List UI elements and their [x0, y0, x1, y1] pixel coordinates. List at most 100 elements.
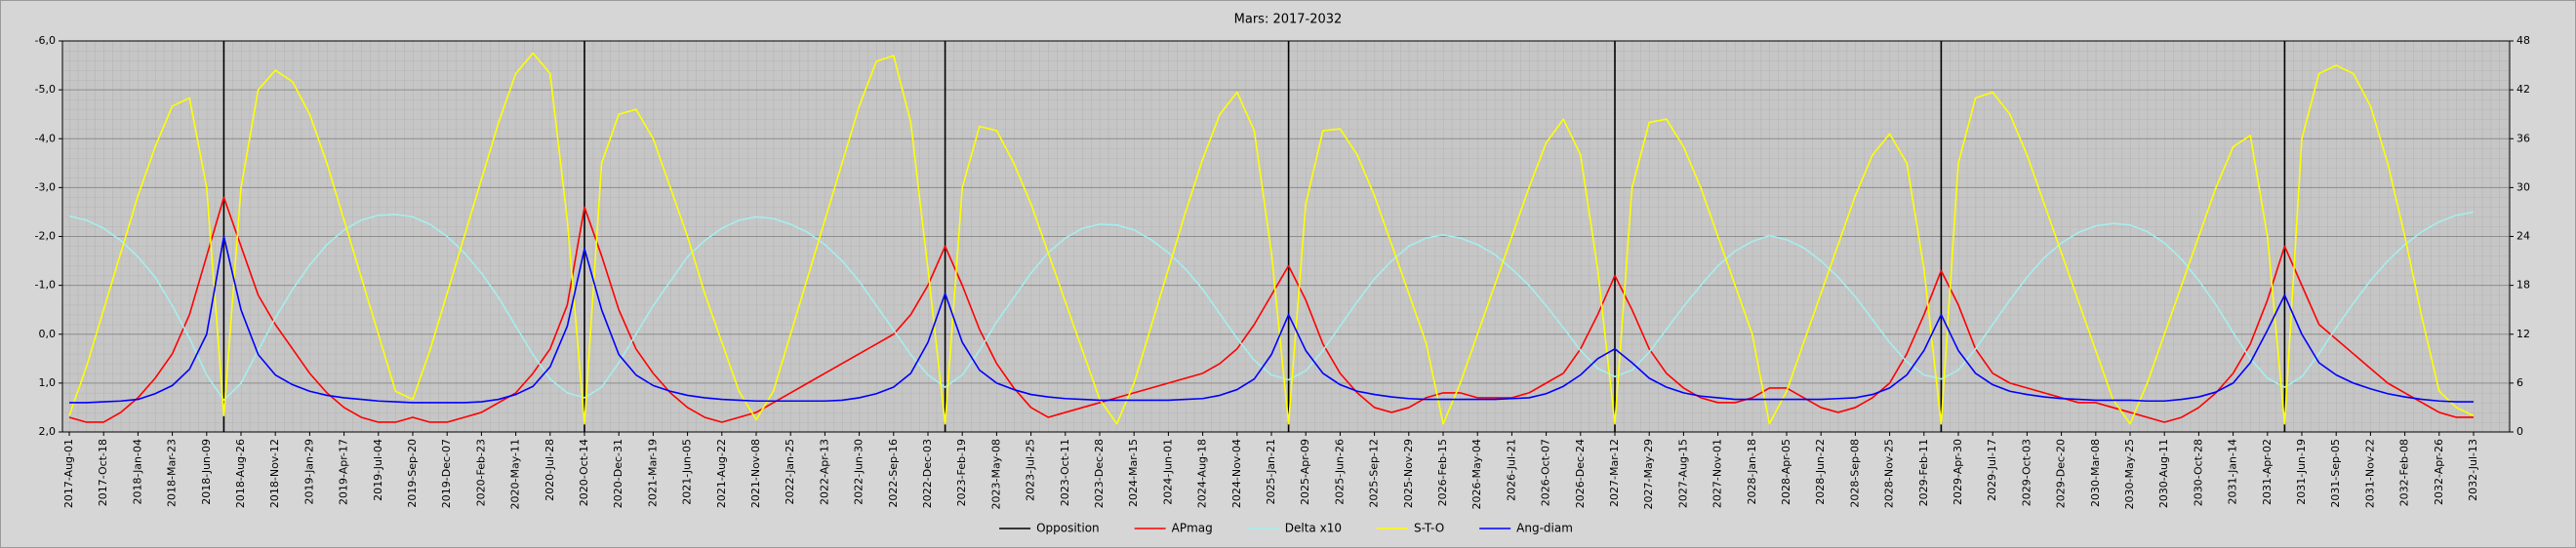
x-tick-label: 2017-Oct-18 — [97, 439, 109, 506]
x-tick-label: 2025-Jan-21 — [1265, 439, 1277, 505]
x-tick-label: 2027-May-29 — [1642, 439, 1655, 509]
x-tick-label: 2026-Dec-24 — [1574, 439, 1587, 508]
x-tick-label: 2018-Aug-26 — [234, 439, 247, 508]
y-tick-label: -6,0 — [35, 34, 56, 47]
x-tick-label: 2018-Jan-04 — [131, 439, 143, 505]
x-tick-label: 2030-May-25 — [2123, 439, 2136, 509]
x-tick-label: 2028-Sep-08 — [1848, 439, 1861, 508]
x-tick-label: 2028-Jan-18 — [1746, 439, 1758, 505]
series-line — [68, 211, 2475, 402]
x-tick-label: 2032-Apr-26 — [2433, 439, 2445, 505]
x-tick-label: 2030-Mar-08 — [2089, 439, 2102, 507]
x-tick-label: 2018-Jun-09 — [200, 439, 213, 505]
y-tick-label: 1,0 — [39, 376, 57, 389]
x-tick-label: 2028-Jun-22 — [1814, 439, 1827, 505]
x-tick-label: 2022-Jun-30 — [853, 439, 865, 505]
legend-label: Ang-diam — [1516, 522, 1573, 535]
x-tick-label: 2023-Dec-28 — [1093, 439, 1106, 508]
x-tick-label: 2023-Feb-19 — [955, 439, 968, 506]
x-tick-label: 2024-Jun-01 — [1161, 439, 1174, 505]
x-tick-label: 2019-Jan-29 — [302, 439, 315, 505]
x-tick-label: 2024-Mar-15 — [1127, 439, 1140, 507]
legend: Opposition APmag Delta x10 S-T-O Ang-diam — [999, 522, 1573, 535]
series-line — [68, 196, 2474, 423]
plot-frame — [61, 40, 2511, 433]
x-tick-label: 2020-Oct-14 — [578, 439, 590, 506]
x-tick-label: 2020-Jul-28 — [543, 439, 556, 501]
x-tick-label: 2024-Nov-04 — [1230, 439, 1243, 508]
x-tick-label: 2026-Feb-15 — [1436, 439, 1449, 506]
y-tick-label: -1,0 — [35, 279, 56, 292]
x-tick-label: 2028-Nov-25 — [1883, 439, 1896, 508]
legend-label: Opposition — [1036, 522, 1100, 535]
x-tick-label: 2031-Nov-22 — [2363, 439, 2376, 508]
x-tick-label: 2025-Apr-09 — [1299, 439, 1311, 505]
legend-label: Delta x10 — [1285, 522, 1342, 535]
y2-tick-label: 12 — [2516, 328, 2530, 340]
x-tick-label: 2032-Jul-13 — [2467, 439, 2479, 501]
x-tick-label: 2021-Jun-05 — [681, 439, 694, 505]
x-tick-label: 2028-Apr-05 — [1780, 439, 1792, 505]
x-tick-label: 2021-Mar-19 — [646, 439, 659, 507]
x-tick-label: 2030-Aug-11 — [2157, 439, 2170, 508]
x-tick-label: 2020-Dec-31 — [612, 439, 624, 508]
y2-tick-label: 48 — [2516, 34, 2530, 47]
x-tick-label: 2024-Aug-18 — [1196, 439, 1209, 508]
x-tick-label: 2019-Jul-04 — [372, 439, 384, 501]
x-tick-label: 2029-Oct-03 — [2020, 439, 2033, 506]
legend-label: APmag — [1172, 522, 1213, 535]
y2-tick-label: 6 — [2516, 376, 2523, 389]
x-tick-label: 2021-Aug-22 — [715, 439, 728, 508]
y-tick-label: 2,0 — [39, 425, 57, 438]
x-tick-label: 2030-Oct-28 — [2192, 439, 2204, 506]
y-tick-label: -3,0 — [35, 180, 56, 193]
x-tick-label: 2029-Apr-30 — [1952, 439, 1964, 505]
x-tick-label: 2029-Dec-20 — [2055, 439, 2068, 508]
y-tick-label: -4,0 — [35, 132, 56, 144]
x-tick-label: 2020-May-11 — [509, 439, 522, 509]
x-tick-label: 2027-Aug-15 — [1676, 439, 1689, 508]
x-tick-label: 2027-Nov-01 — [1711, 439, 1724, 508]
y-tick-label: -5,0 — [35, 83, 56, 96]
x-tick-label: 2025-Sep-12 — [1368, 439, 1381, 508]
x-tick-label: 2026-Oct-07 — [1540, 439, 1552, 506]
x-tick-label: 2023-Jul-25 — [1025, 439, 1037, 501]
y2-tick-label: 30 — [2516, 180, 2530, 193]
x-tick-label: 2031-Jun-19 — [2295, 439, 2308, 505]
x-tick-label: 2025-Jun-26 — [1333, 439, 1346, 505]
x-tick-label: 2022-Apr-13 — [818, 439, 830, 505]
x-tick-label: 2020-Feb-23 — [474, 439, 487, 506]
x-tick-label: 2018-Nov-12 — [268, 439, 281, 508]
x-tick-label: 2023-Oct-11 — [1059, 439, 1071, 506]
legend-label: S-T-O — [1414, 522, 1444, 535]
x-tick-label: 2022-Sep-16 — [887, 439, 900, 508]
x-tick-label: 2022-Jan-25 — [784, 439, 796, 505]
y-tick-label: -2,0 — [35, 230, 56, 243]
x-tick-label: 2018-Mar-23 — [166, 439, 179, 507]
series-line — [68, 52, 2475, 425]
x-tick-label: 2031-Apr-02 — [2261, 439, 2274, 505]
chart-title: Mars: 2017-2032 — [1234, 13, 1343, 27]
x-tick-label: 2031-Sep-05 — [2329, 439, 2342, 508]
y2-tick-label: 36 — [2516, 132, 2530, 144]
x-tick-label: 2031-Jan-14 — [2227, 439, 2239, 505]
x-tick-label: 2026-Jul-21 — [1505, 439, 1517, 501]
x-tick-label: 2017-Aug-01 — [62, 439, 75, 508]
x-tick-label: 2023-May-08 — [989, 439, 1002, 509]
y2-tick-label: 0 — [2516, 425, 2523, 438]
x-tick-label: 2026-May-04 — [1470, 439, 1483, 509]
x-tick-label: 2029-Feb-11 — [1917, 439, 1930, 506]
x-tick-label: 2032-Feb-08 — [2398, 439, 2411, 506]
y2-tick-label: 24 — [2516, 230, 2530, 243]
x-tick-label: 2022-Dec-03 — [921, 439, 934, 508]
x-tick-label: 2027-Mar-12 — [1608, 439, 1621, 507]
y2-tick-label: 18 — [2516, 279, 2530, 292]
x-tick-label: 2021-Nov-08 — [749, 439, 762, 508]
x-tick-label: 2019-Dec-07 — [440, 439, 453, 508]
x-tick-label: 2029-Jul-17 — [1986, 439, 1998, 501]
x-tick-label: 2019-Sep-20 — [406, 439, 419, 508]
x-tick-label: 2019-Apr-17 — [338, 439, 350, 505]
series-line — [69, 235, 2474, 404]
